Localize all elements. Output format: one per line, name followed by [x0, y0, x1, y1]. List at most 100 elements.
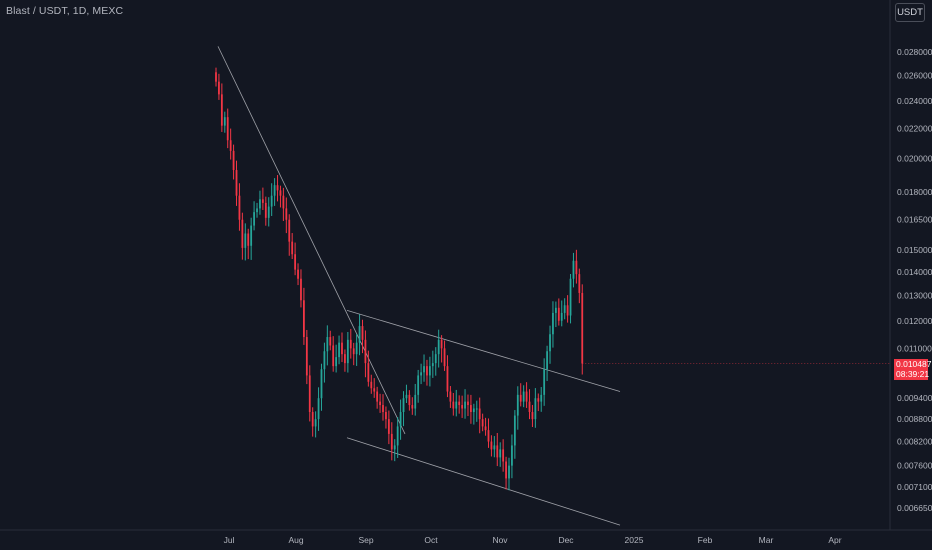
candle-body: [326, 337, 329, 352]
y-tick-label: 0.007100: [897, 482, 932, 492]
x-tick-label: Oct: [424, 535, 438, 545]
trendlines[interactable]: [217, 46, 621, 526]
candle-body: [490, 441, 493, 450]
candle-body: [405, 394, 408, 399]
x-tick-label: Mar: [759, 535, 774, 545]
candle-body: [297, 269, 299, 279]
y-tick-label: 0.016500: [897, 215, 932, 225]
candle-body: [338, 342, 340, 358]
candle-body: [244, 233, 247, 248]
y-tick-label: 0.007600: [897, 461, 932, 471]
candle-body: [417, 375, 420, 395]
candle-body: [449, 391, 452, 402]
candle-body: [437, 339, 440, 355]
x-tick-label: Dec: [558, 535, 574, 545]
candle-body: [215, 72, 217, 82]
y-tick-label: 0.009400: [897, 393, 932, 403]
candle-body: [452, 401, 455, 409]
candle-body: [235, 170, 238, 196]
candle-body: [220, 94, 223, 126]
candle-body: [344, 354, 346, 364]
candle-body: [256, 208, 258, 213]
candle-body: [238, 195, 241, 220]
candle-body: [288, 219, 291, 242]
candle-body: [285, 208, 288, 220]
candle-body: [461, 405, 464, 409]
countdown-timer: 08:39:21: [896, 368, 930, 379]
candle-body: [569, 278, 572, 316]
candle-body: [373, 388, 376, 392]
candle-body: [300, 278, 302, 301]
time-axis[interactable]: Jul Aug Sep Oct Nov Dec 2025 Feb Mar Apr: [224, 535, 842, 545]
y-tick-label: 0.008200: [897, 437, 932, 447]
candle-body: [505, 461, 507, 479]
candle-body: [364, 339, 367, 364]
y-tick-label: 0.011000: [897, 343, 932, 353]
candle-body: [370, 381, 373, 389]
candle-body: [481, 419, 484, 427]
y-tick-label: 0.020000: [897, 154, 932, 164]
candle-body: [253, 212, 255, 226]
candle-body: [226, 117, 229, 141]
candle-body: [519, 394, 522, 402]
candle-body: [475, 408, 478, 410]
candle-body: [270, 195, 273, 207]
channel-lower-line[interactable]: [346, 437, 621, 526]
y-tick-label: 0.022000: [897, 123, 932, 133]
candle-body: [572, 260, 575, 279]
candle-body: [317, 398, 320, 420]
candle-body: [414, 394, 417, 409]
candle-body: [273, 185, 276, 196]
candle-body: [305, 337, 308, 376]
candle-body: [434, 354, 437, 364]
candle-body: [467, 401, 469, 406]
candle-body: [537, 398, 540, 402]
candle-body: [446, 366, 449, 392]
y-tick-label: 0.006650: [897, 503, 932, 513]
candle-body: [390, 433, 393, 450]
candle-body: [303, 300, 305, 338]
candle-body: [282, 195, 285, 209]
candle-body: [232, 150, 235, 171]
candle-body: [499, 449, 502, 458]
candle-body: [431, 363, 434, 367]
x-tick-label: Jul: [224, 535, 235, 545]
candle-body: [264, 202, 267, 218]
candle-body: [382, 405, 384, 413]
currency-button[interactable]: USDT: [895, 3, 925, 22]
candle-body: [420, 372, 422, 376]
y-tick-label: 0.014000: [897, 267, 932, 277]
candle-body: [379, 401, 381, 406]
descending-trendline[interactable]: [217, 46, 406, 435]
x-tick-label: Aug: [288, 535, 303, 545]
x-tick-label: Nov: [492, 535, 508, 545]
candle-body: [385, 412, 387, 420]
candle-body: [428, 366, 431, 376]
candle-body: [423, 366, 425, 373]
candle-body: [443, 348, 446, 367]
candle-body: [358, 326, 361, 343]
candle-body: [472, 408, 475, 413]
candle-body: [464, 401, 466, 409]
candle-body: [332, 345, 335, 367]
chart-title: Blast / USDT, 1D, MEXC: [6, 5, 124, 17]
current-price-value: 0.010487: [896, 359, 932, 369]
channel-upper-line[interactable]: [346, 309, 621, 392]
candle-body: [223, 117, 226, 126]
candle-body: [308, 375, 311, 413]
y-tick-label: 0.024000: [897, 96, 932, 106]
candle-body: [522, 391, 525, 402]
y-tick-label: 0.013000: [897, 290, 932, 300]
candle-body: [294, 254, 297, 270]
candle-body: [525, 391, 528, 402]
candle-body: [408, 394, 411, 406]
candle-body: [455, 401, 458, 409]
candle-body: [496, 445, 499, 458]
candle-body: [259, 199, 261, 209]
candle-body: [566, 305, 569, 316]
candle-body: [314, 419, 317, 427]
price-axis[interactable]: 0.028000 0.026000 0.024000 0.022000 0.020000…: [897, 47, 932, 513]
current-price-label: 0.010487 08:39:21: [894, 359, 932, 380]
candle-body: [534, 398, 537, 420]
